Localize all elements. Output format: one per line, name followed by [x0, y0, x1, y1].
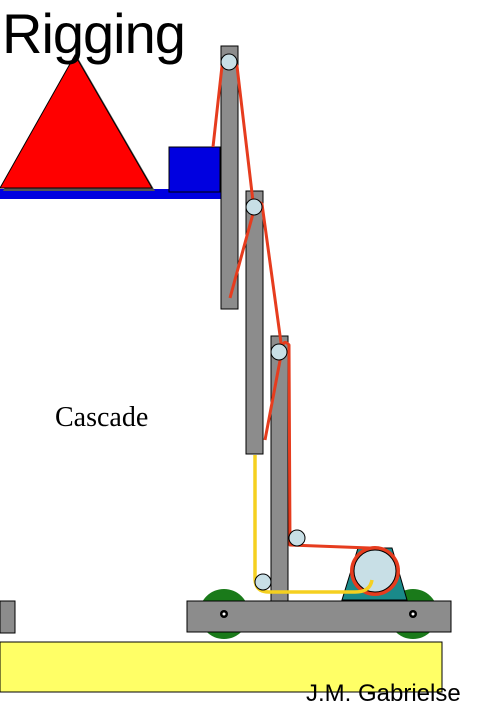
mast-section-2	[245, 190, 264, 455]
load-triangle	[0, 53, 153, 189]
pulley-icon	[245, 198, 263, 216]
wheel-hub	[220, 610, 417, 618]
pulley-icon	[270, 343, 288, 361]
pulley-icon	[254, 573, 272, 591]
winch-icon	[341, 546, 408, 601]
pulley-icon	[220, 53, 238, 71]
cascade-label: Cascade	[55, 402, 149, 433]
platform-box	[168, 146, 221, 193]
mast-section-3	[270, 335, 289, 602]
cart-base	[186, 600, 452, 633]
platform-bar	[0, 189, 222, 199]
author-credit: J.M. Gabrielse	[306, 680, 461, 707]
base-pad	[0, 641, 443, 693]
left-stub	[0, 600, 16, 634]
mast-section-1	[220, 45, 239, 310]
pulley-icon	[288, 529, 306, 547]
page-title: Rigging	[2, 2, 186, 65]
